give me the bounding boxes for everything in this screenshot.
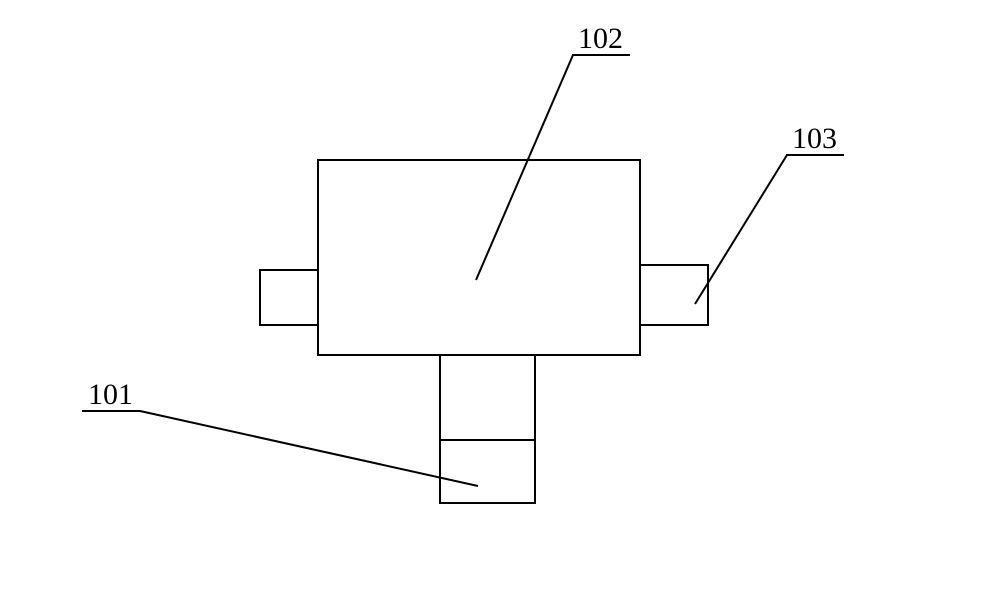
label-103: 103 — [792, 122, 837, 155]
main-body — [318, 160, 640, 355]
label-102: 102 — [578, 22, 623, 55]
leader-103 — [695, 155, 787, 304]
right-stub — [640, 265, 708, 325]
label-101: 101 — [88, 378, 133, 411]
diagram-canvas: 102 103 101 — [0, 0, 1000, 601]
left-stub — [260, 270, 318, 325]
leader-101 — [140, 411, 478, 486]
